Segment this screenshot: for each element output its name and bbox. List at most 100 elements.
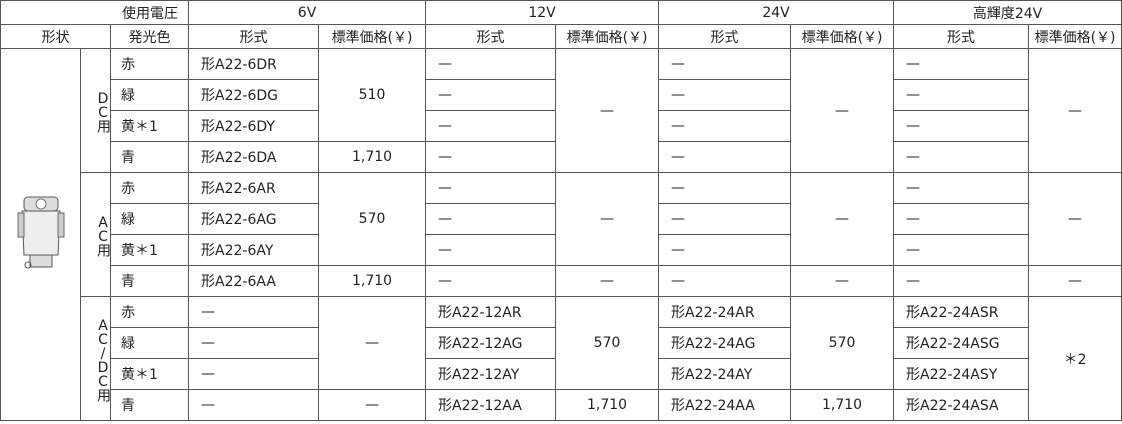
model: 形A22-24ASA [893,389,1030,421]
model: 形A22-6AR [188,172,320,204]
color: 緑 [109,203,190,235]
model: — [425,48,557,80]
group-label: AC/DC用 [80,296,111,421]
model: — [893,203,1030,235]
model: — [658,110,792,142]
body-row: 青形A22-6AA 1,710— — — — — — [1,265,1122,297]
price: — [1028,172,1122,266]
model: — [425,265,557,297]
body-row: 黄＊1— 形A22-12AY 形A22-24AY 形A22-24ASY [1,358,1122,390]
price: — [555,265,660,297]
model: — [658,265,792,297]
model: — [425,203,557,235]
model: — [425,172,557,204]
price-header: 標準価格(￥) [318,24,427,49]
body-row: AC/DC用赤 — — 形A22-12AR 570 形A22-24AR 570 形A22-24… [1,296,1122,421]
model: — [893,48,1030,80]
model: — [188,296,320,328]
model: 形A22-12AY [425,358,557,390]
body-row: AC用赤形A22-6AR 570— — — — — — [1,172,1122,297]
model: 形A22-12AG [425,327,557,359]
model: 形A22-24AR [658,296,792,328]
group-label: AC用 [80,172,111,297]
color: 緑 [109,79,190,111]
model: — [658,48,792,80]
model: 形A22-6DR [188,48,320,80]
price: 570 [555,296,660,390]
voltage-label: 使用電圧 [0,0,190,25]
model: — [893,172,1030,204]
voltage: 高輝度24V [893,0,1122,25]
price: — [1028,265,1122,297]
model: — [658,141,792,173]
model: — [188,389,320,421]
lamp-icon [17,196,64,268]
price: 1,710 [318,265,427,297]
body-row: 青形A22-6DA 1,710— — — [1,141,1122,173]
model: — [658,234,792,266]
model: — [425,234,557,266]
model: — [893,141,1030,173]
body-row: 緑 — 形A22-12AG 形A22-24AG 形A22-24ASG [1,327,1122,359]
price-header: 標準価格(￥) [555,24,660,49]
model: — [658,172,792,204]
group-label: DC用 [80,48,111,173]
color: 黄＊1 [109,358,190,390]
model: 形A22-24ASY [893,358,1030,390]
model: 形A22-24ASR [893,296,1030,328]
model: 形A22-24ASG [893,327,1030,359]
price: ＊2 [1028,296,1122,421]
price: — [555,172,660,266]
body-row: 黄＊1 形A22-6AY — — — [1,234,1122,266]
model: — [425,79,557,111]
color: 青 [109,389,190,421]
table-header: 使用電圧 6V 12V 24V 高輝度24V 形状 発光色 形式 標準価格(￥) 形式 標準価格(￥… [0,0,1122,49]
model: 形A22-6AY [188,234,320,266]
shape-cell [0,48,81,421]
model: 形A22-6DA [188,141,320,173]
model: — [893,265,1030,297]
table-body: DC用赤形A22-6DR 510— — — — — — 緑形A22-6DG — — — 黄＊1 形A22… [0,48,1122,421]
color: 青 [109,141,190,173]
model: 形A22-24AA [658,389,792,421]
price: — [790,265,895,297]
body-row: 青 — — 形A22-12AA 1,710 形A22-24AA 1,710 形A22-24AS… [1,389,1122,421]
model: 形A22-6DG [188,79,320,111]
color: 黄＊1 [109,110,190,142]
shape-label: 形状 [0,24,111,49]
model-header: 形式 [188,24,320,49]
price: 570 [318,172,427,266]
voltage: 12V [425,0,660,25]
model: 形A22-24AG [658,327,792,359]
model: 形A22-12AR [425,296,557,328]
price: — [1028,48,1122,173]
price: — [790,172,895,266]
body-row: DC用赤形A22-6DR 510— — — — — — [0,48,1122,421]
header-row: 使用電圧 6V 12V 24V 高輝度24V [0,0,1122,25]
color: 黄＊1 [109,234,190,266]
price: 570 [790,296,895,390]
model: — [188,327,320,359]
model: — [425,110,557,142]
price: — [318,389,427,421]
model: 形A22-12AA [425,389,557,421]
model: — [893,110,1030,142]
color: 赤 [109,48,190,80]
model: 形A22-6AA [188,265,320,297]
price: — [790,48,895,173]
header-row: 形状 発光色 形式 標準価格(￥) 形式 標準価格(￥) 形式 標準価格(￥) 形式 標準価格(￥… [0,24,1122,49]
body-row: 黄＊1 形A22-6DY — — — [1,110,1122,142]
price: — [555,48,660,173]
model: — [893,234,1030,266]
model: — [893,79,1030,111]
price-header: 標準価格(￥) [790,24,895,49]
price-header: 標準価格(￥) [1028,24,1122,49]
price: 1,710 [318,141,427,173]
model: — [658,79,792,111]
model: 形A22-24AY [658,358,792,390]
model: 形A22-6AG [188,203,320,235]
model: — [425,141,557,173]
price: 510 [318,48,427,142]
